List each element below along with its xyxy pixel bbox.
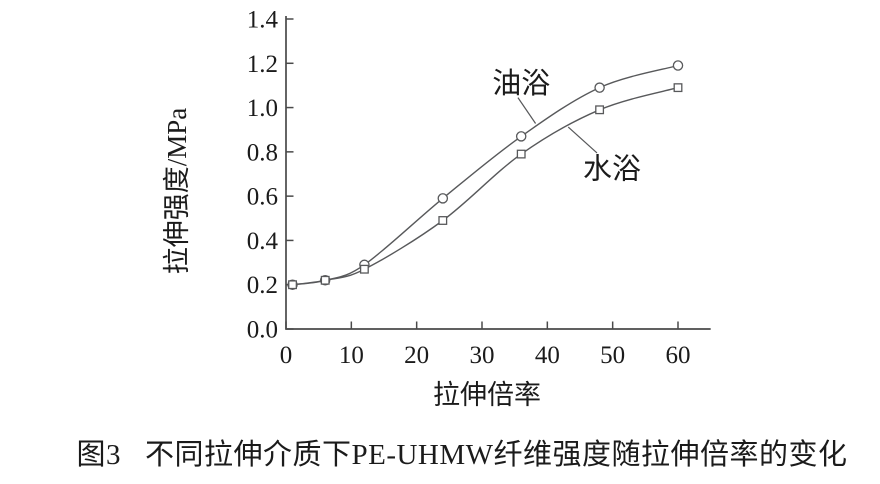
data-point-square-marker — [673, 83, 683, 93]
series-curve-1 — [292, 86, 679, 286]
data-point-circle-marker — [437, 193, 449, 204]
x-axis-tick-label: 50 — [600, 342, 625, 369]
x-axis-tick-label: 20 — [404, 342, 429, 369]
annotation-leader-line — [517, 97, 537, 124]
y-axis-title: 拉伸强度/MPa — [162, 108, 192, 275]
x-axis-tick-label: 30 — [470, 342, 495, 369]
y-axis-tick-label: 0.4 — [247, 228, 279, 255]
y-axis-tick-label: 1.0 — [247, 95, 278, 122]
y-axis-tick-label: 1.2 — [247, 51, 278, 78]
figure-caption-text: 不同拉伸介质下PE-UHMW纤维强度随拉伸倍率的变化 — [144, 439, 848, 471]
x-axis-tick-label: 60 — [666, 342, 691, 369]
data-point-square-marker — [359, 264, 369, 274]
y-axis-tick-label: 0.0 — [247, 317, 278, 344]
data-point-circle-marker — [594, 82, 605, 93]
strength-vs-draw-ratio-chart: 0.0 0.2 0.4 0.6 0.8 1.0 1.2 1.4 0 10 20 30 40 50 60 拉伸倍… — [162, 7, 711, 410]
y-axis-tick-label: 0.6 — [247, 184, 278, 211]
x-axis-tick-label: 0 — [280, 342, 293, 369]
x-axis-title: 拉伸倍率 — [433, 380, 541, 410]
data-point-square-marker — [516, 149, 526, 159]
data-point-square-marker — [595, 105, 605, 115]
figure-caption: 图3 不同拉伸介质下PE-UHMW纤维强度随拉伸倍率的变化 — [44, 431, 880, 473]
data-point-square-marker — [320, 275, 330, 285]
data-point-square-marker — [288, 280, 297, 290]
series-label-annotation: 水浴 — [583, 152, 641, 185]
annotation-leader-line — [567, 126, 598, 154]
figure-number: 图3 — [76, 439, 121, 471]
series-label-annotation: 油浴 — [492, 67, 550, 100]
y-axis-tick-label: 1.4 — [247, 7, 279, 34]
x-axis-tick-label: 40 — [535, 342, 560, 369]
x-axis-tick-label: 10 — [339, 342, 364, 369]
data-point-circle-marker — [515, 131, 527, 142]
data-point-square-marker — [438, 216, 448, 225]
y-axis-tick-label: 0.2 — [247, 272, 278, 299]
y-axis-tick-label: 0.8 — [247, 139, 278, 166]
data-point-circle-marker — [672, 60, 684, 71]
